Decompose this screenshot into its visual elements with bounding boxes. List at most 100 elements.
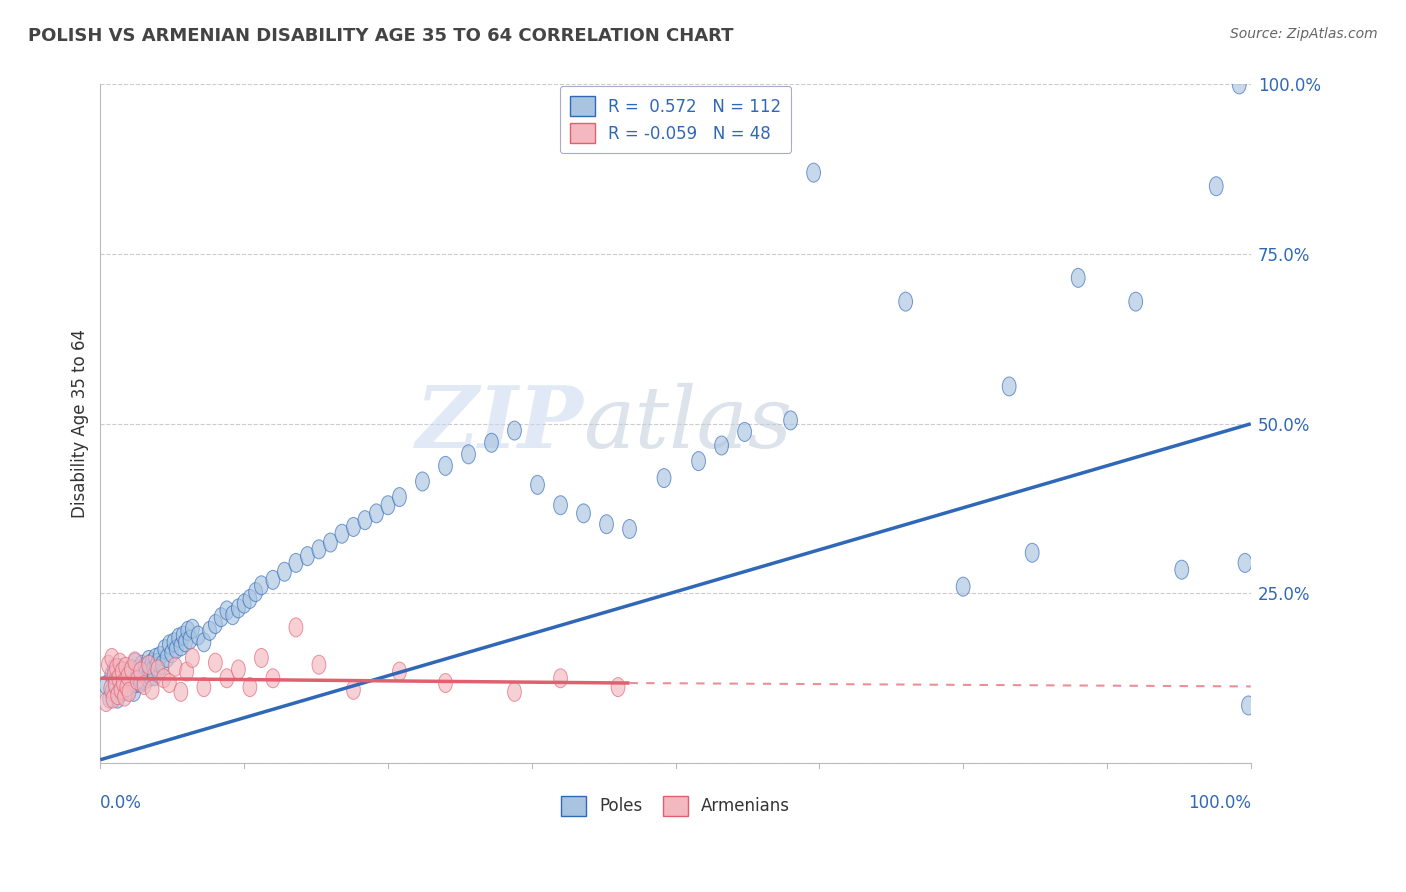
Ellipse shape — [114, 681, 128, 699]
Ellipse shape — [138, 671, 150, 690]
Ellipse shape — [138, 675, 150, 695]
Ellipse shape — [439, 457, 453, 475]
Ellipse shape — [138, 657, 152, 676]
Ellipse shape — [118, 678, 131, 697]
Ellipse shape — [105, 648, 118, 667]
Ellipse shape — [508, 682, 522, 701]
Ellipse shape — [143, 666, 157, 686]
Ellipse shape — [346, 517, 360, 536]
Ellipse shape — [100, 692, 112, 712]
Ellipse shape — [219, 601, 233, 620]
Ellipse shape — [1025, 543, 1039, 562]
Ellipse shape — [129, 673, 143, 692]
Ellipse shape — [107, 665, 121, 684]
Ellipse shape — [108, 675, 122, 695]
Ellipse shape — [214, 607, 228, 627]
Ellipse shape — [169, 640, 183, 658]
Ellipse shape — [312, 656, 326, 674]
Ellipse shape — [122, 682, 136, 701]
Ellipse shape — [141, 669, 155, 688]
Ellipse shape — [135, 656, 149, 674]
Ellipse shape — [146, 660, 160, 679]
Ellipse shape — [323, 533, 337, 552]
Legend: Poles, Armenians: Poles, Armenians — [554, 789, 797, 822]
Ellipse shape — [657, 468, 671, 488]
Ellipse shape — [128, 653, 142, 673]
Ellipse shape — [243, 590, 257, 608]
Ellipse shape — [359, 510, 371, 530]
Ellipse shape — [103, 690, 117, 708]
Ellipse shape — [108, 673, 122, 691]
Ellipse shape — [125, 675, 138, 695]
Ellipse shape — [114, 673, 128, 692]
Ellipse shape — [485, 434, 498, 452]
Ellipse shape — [150, 653, 165, 673]
Ellipse shape — [254, 576, 269, 595]
Y-axis label: Disability Age 35 to 64: Disability Age 35 to 64 — [72, 329, 89, 518]
Ellipse shape — [174, 682, 188, 701]
Ellipse shape — [127, 682, 141, 701]
Ellipse shape — [121, 673, 135, 692]
Ellipse shape — [208, 615, 222, 633]
Ellipse shape — [238, 594, 252, 613]
Ellipse shape — [104, 679, 118, 698]
Ellipse shape — [266, 669, 280, 688]
Ellipse shape — [181, 622, 194, 640]
Ellipse shape — [392, 488, 406, 507]
Ellipse shape — [335, 524, 349, 543]
Ellipse shape — [143, 660, 156, 679]
Ellipse shape — [112, 681, 127, 699]
Ellipse shape — [122, 681, 136, 699]
Ellipse shape — [134, 673, 148, 692]
Ellipse shape — [179, 632, 193, 652]
Ellipse shape — [1241, 696, 1256, 715]
Ellipse shape — [416, 472, 429, 491]
Ellipse shape — [243, 678, 257, 697]
Ellipse shape — [105, 690, 120, 708]
Ellipse shape — [599, 515, 613, 533]
Ellipse shape — [807, 163, 821, 182]
Ellipse shape — [197, 678, 211, 697]
Ellipse shape — [312, 540, 326, 559]
Ellipse shape — [208, 653, 222, 673]
Ellipse shape — [105, 682, 118, 701]
Ellipse shape — [219, 669, 233, 688]
Ellipse shape — [277, 562, 291, 582]
Ellipse shape — [163, 673, 176, 692]
Ellipse shape — [612, 678, 624, 697]
Ellipse shape — [153, 647, 167, 665]
Ellipse shape — [1129, 292, 1143, 311]
Ellipse shape — [112, 658, 125, 678]
Ellipse shape — [134, 662, 148, 681]
Ellipse shape — [117, 662, 131, 681]
Ellipse shape — [131, 666, 143, 686]
Ellipse shape — [392, 662, 406, 681]
Ellipse shape — [898, 292, 912, 311]
Ellipse shape — [439, 673, 453, 692]
Ellipse shape — [1239, 553, 1251, 573]
Ellipse shape — [714, 436, 728, 455]
Ellipse shape — [112, 653, 127, 673]
Ellipse shape — [110, 679, 124, 698]
Ellipse shape — [370, 504, 384, 523]
Ellipse shape — [125, 660, 138, 679]
Ellipse shape — [232, 599, 245, 618]
Ellipse shape — [169, 657, 181, 676]
Ellipse shape — [101, 656, 115, 674]
Ellipse shape — [111, 690, 125, 708]
Ellipse shape — [145, 653, 159, 673]
Ellipse shape — [165, 644, 179, 663]
Ellipse shape — [1209, 177, 1223, 195]
Text: 0.0%: 0.0% — [100, 794, 142, 812]
Ellipse shape — [131, 660, 145, 679]
Ellipse shape — [554, 496, 568, 515]
Ellipse shape — [738, 423, 751, 442]
Ellipse shape — [156, 656, 169, 674]
Ellipse shape — [1232, 75, 1246, 94]
Ellipse shape — [156, 669, 170, 688]
Ellipse shape — [117, 673, 131, 692]
Text: POLISH VS ARMENIAN DISABILITY AGE 35 TO 64 CORRELATION CHART: POLISH VS ARMENIAN DISABILITY AGE 35 TO … — [28, 27, 734, 45]
Ellipse shape — [117, 675, 131, 695]
Ellipse shape — [1071, 268, 1085, 287]
Ellipse shape — [290, 618, 302, 637]
